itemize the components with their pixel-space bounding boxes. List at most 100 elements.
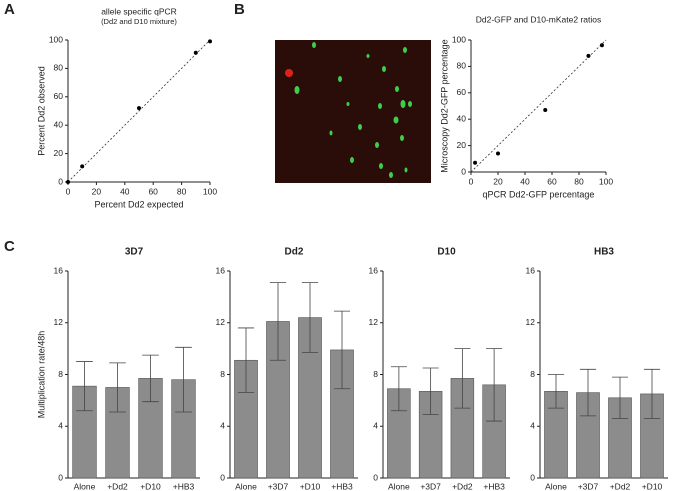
point — [599, 43, 604, 48]
y-axis-label: Multiplication rate/48h — [36, 331, 46, 419]
y-tick-label: 16 — [369, 265, 379, 275]
x-tick-label: 60 — [547, 176, 557, 186]
x-tick-label: 60 — [148, 186, 158, 196]
y-tick-label: 80 — [457, 61, 467, 71]
chart-title: D10 — [437, 247, 456, 258]
y-tick-label: 16 — [216, 265, 226, 275]
y-tick-label: 8 — [373, 369, 378, 379]
y-axis-label: Microscopy Dd2-GFP percentage — [439, 39, 449, 172]
error-bar — [422, 367, 439, 416]
microscopy-image — [275, 40, 431, 183]
x-tick-label: Alone — [235, 481, 257, 491]
y-tick-label: 60 — [54, 91, 64, 101]
x-tick-label: 20 — [493, 176, 503, 186]
point — [473, 160, 478, 165]
error-bar — [237, 327, 255, 394]
x-tick-label: +HB3 — [331, 481, 353, 491]
x-tick-label: +D10 — [300, 481, 321, 491]
x-axis-label: Percent Dd2 expected — [94, 199, 183, 209]
y-tick-label: 0 — [220, 472, 225, 482]
error-bar — [142, 354, 159, 403]
y-tick-label: 12 — [216, 317, 226, 327]
identity-line — [470, 39, 607, 173]
error-bar — [454, 348, 471, 409]
y-tick-label: 0 — [58, 176, 63, 186]
x-tick-label: 0 — [66, 186, 71, 196]
error-bar — [269, 282, 287, 361]
error-bar — [486, 348, 503, 422]
y-tick-label: 8 — [58, 369, 63, 379]
y-tick-label: 100 — [452, 34, 466, 44]
y-tick-label: 0 — [58, 472, 63, 482]
x-tick-label: Alone — [545, 481, 567, 491]
y-tick-label: 20 — [457, 140, 467, 150]
y-tick-label: 8 — [220, 369, 225, 379]
y-tick-label: 12 — [526, 317, 536, 327]
point — [137, 106, 141, 111]
error-bar — [547, 374, 565, 409]
y-tick-label: 4 — [530, 421, 535, 431]
x-tick-label: +Dd2 — [610, 481, 631, 491]
panel-label: B — [234, 1, 245, 18]
x-tick-label: +HB3 — [483, 481, 505, 491]
x-tick-label: 100 — [599, 176, 613, 186]
x-tick-label: +Dd2 — [107, 481, 128, 491]
point — [586, 53, 591, 58]
x-tick-label: 40 — [520, 176, 530, 186]
chart-subtitle: (Dd2 and D10 mixture) — [101, 17, 177, 26]
point — [80, 164, 85, 169]
y-tick-label: 0 — [530, 472, 535, 482]
y-tick-label: 80 — [54, 63, 64, 73]
y-tick-label: 12 — [369, 317, 379, 327]
point — [66, 180, 70, 184]
identity-line — [67, 39, 211, 183]
x-tick-label: +D10 — [140, 481, 161, 491]
x-tick-label: +Dd2 — [452, 481, 473, 491]
y-tick-label: 40 — [54, 119, 64, 129]
y-tick-label: 20 — [54, 148, 64, 158]
panel-label: C — [4, 238, 15, 255]
x-tick-label: 80 — [177, 186, 187, 196]
x-tick-label: 80 — [574, 176, 584, 186]
y-tick-label: 40 — [457, 113, 467, 123]
x-tick-label: 0 — [469, 176, 474, 186]
point — [543, 107, 548, 112]
x-tick-label: +3D7 — [420, 481, 441, 491]
error-bar — [109, 362, 126, 413]
chart-title: allele specific qPCR — [101, 6, 177, 16]
y-tick-label: 12 — [54, 317, 64, 327]
x-tick-label: 40 — [120, 186, 130, 196]
x-tick-label: +3D7 — [578, 481, 599, 491]
y-tick-label: 0 — [373, 472, 378, 482]
error-bar — [579, 368, 597, 417]
error-bar — [390, 366, 407, 412]
y-tick-label: 16 — [526, 265, 536, 275]
error-bar — [333, 310, 351, 390]
y-tick-label: 8 — [530, 369, 535, 379]
point — [496, 151, 500, 156]
chart-title: 3D7 — [125, 247, 144, 258]
x-tick-label: +3D7 — [268, 481, 289, 491]
x-tick-label: Alone — [388, 481, 410, 491]
point — [208, 39, 212, 44]
point — [193, 50, 198, 55]
x-tick-label: 20 — [92, 186, 102, 196]
error-bar — [611, 376, 629, 419]
chart-title: Dd2 — [285, 247, 304, 258]
error-bar — [301, 282, 319, 353]
y-tick-label: 0 — [461, 166, 466, 176]
chart-title: Dd2-GFP and D10-mKate2 ratios — [476, 14, 602, 24]
x-tick-label: +HB3 — [173, 481, 195, 491]
x-tick-label: Alone — [74, 481, 96, 491]
chart-title: HB3 — [594, 247, 614, 258]
panel-label: A — [4, 1, 15, 18]
y-tick-label: 16 — [54, 265, 64, 275]
x-tick-label: +D10 — [642, 481, 663, 491]
y-tick-label: 60 — [457, 87, 467, 97]
y-tick-label: 4 — [373, 421, 378, 431]
error-bar — [643, 368, 661, 419]
y-tick-label: 4 — [58, 421, 63, 431]
y-tick-label: 4 — [220, 421, 225, 431]
x-tick-label: 100 — [203, 186, 217, 196]
